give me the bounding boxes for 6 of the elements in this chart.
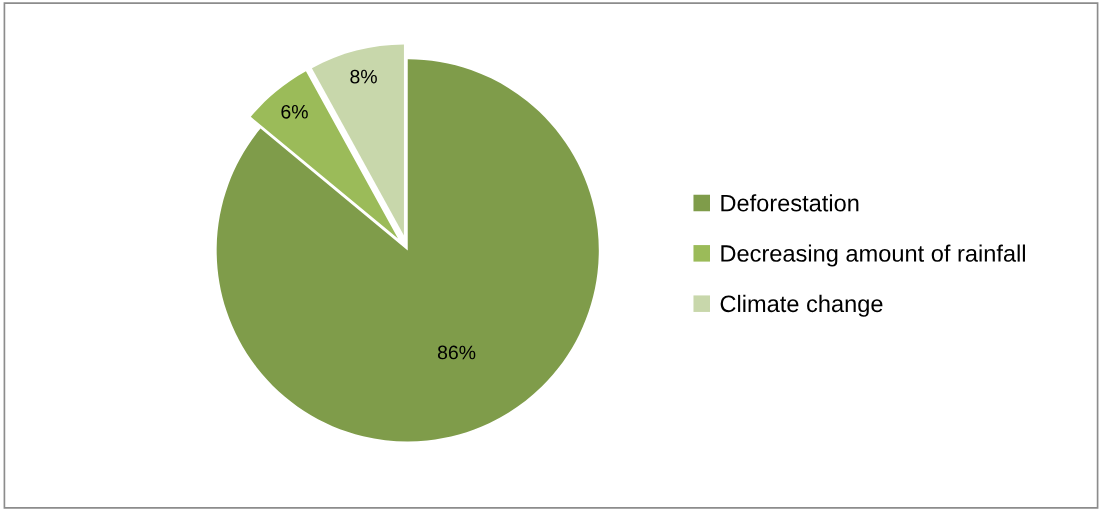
legend-label: Deforestation <box>721 194 859 212</box>
data-label: 8% <box>350 69 377 84</box>
legend-label: Climate change <box>720 294 883 317</box>
data-label: 86% <box>437 345 476 360</box>
legend-label: Decreasing amount of rainfall <box>721 244 1025 267</box>
data-label: 6% <box>281 104 308 119</box>
